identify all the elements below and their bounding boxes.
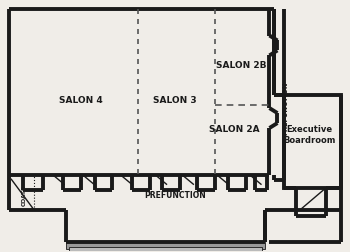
- Text: SALON 3: SALON 3: [153, 96, 197, 105]
- Text: Executive
Boardroom: Executive Boardroom: [283, 125, 335, 145]
- Bar: [69, 247, 261, 252]
- Text: PREFUNCTION: PREFUNCTION: [144, 191, 206, 200]
- Text: SALON 4: SALON 4: [59, 96, 103, 105]
- Bar: [285, 95, 341, 188]
- Text: PREFUNCTION: PREFUNCTION: [282, 81, 288, 135]
- Bar: [65, 242, 265, 249]
- Text: COATS: COATS: [21, 185, 26, 206]
- Bar: [9, 175, 34, 209]
- Text: SALON 2B: SALON 2B: [216, 61, 267, 70]
- Text: SALON 2A: SALON 2A: [209, 125, 260, 135]
